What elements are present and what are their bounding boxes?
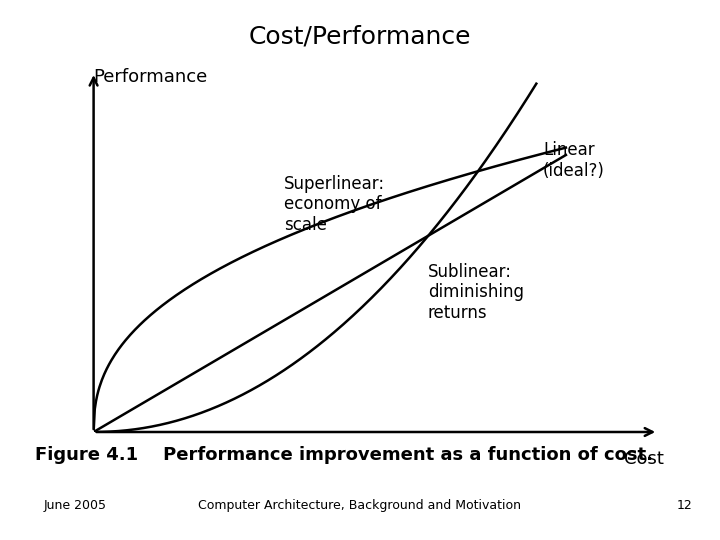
Text: B-Parhami: B-Parhami bbox=[526, 507, 590, 517]
Text: Cost: Cost bbox=[624, 450, 664, 468]
Text: Computer Architecture, Background and Motivation: Computer Architecture, Background and Mo… bbox=[199, 500, 521, 512]
Text: Linear
(ideal?): Linear (ideal?) bbox=[543, 141, 605, 180]
Text: Sublinear:
diminishing
returns: Sublinear: diminishing returns bbox=[428, 262, 523, 322]
Text: Cost/Performance: Cost/Performance bbox=[248, 24, 472, 48]
Text: UCSB: UCSB bbox=[119, 503, 169, 521]
Text: June 2005: June 2005 bbox=[43, 500, 107, 512]
Text: 12: 12 bbox=[677, 500, 693, 512]
Text: Performance: Performance bbox=[94, 69, 208, 86]
Text: Figure 4.1    Performance improvement as a function of cost.: Figure 4.1 Performance improvement as a … bbox=[35, 447, 653, 464]
Text: Superlinear:
economy of
scale: Superlinear: economy of scale bbox=[284, 174, 384, 234]
